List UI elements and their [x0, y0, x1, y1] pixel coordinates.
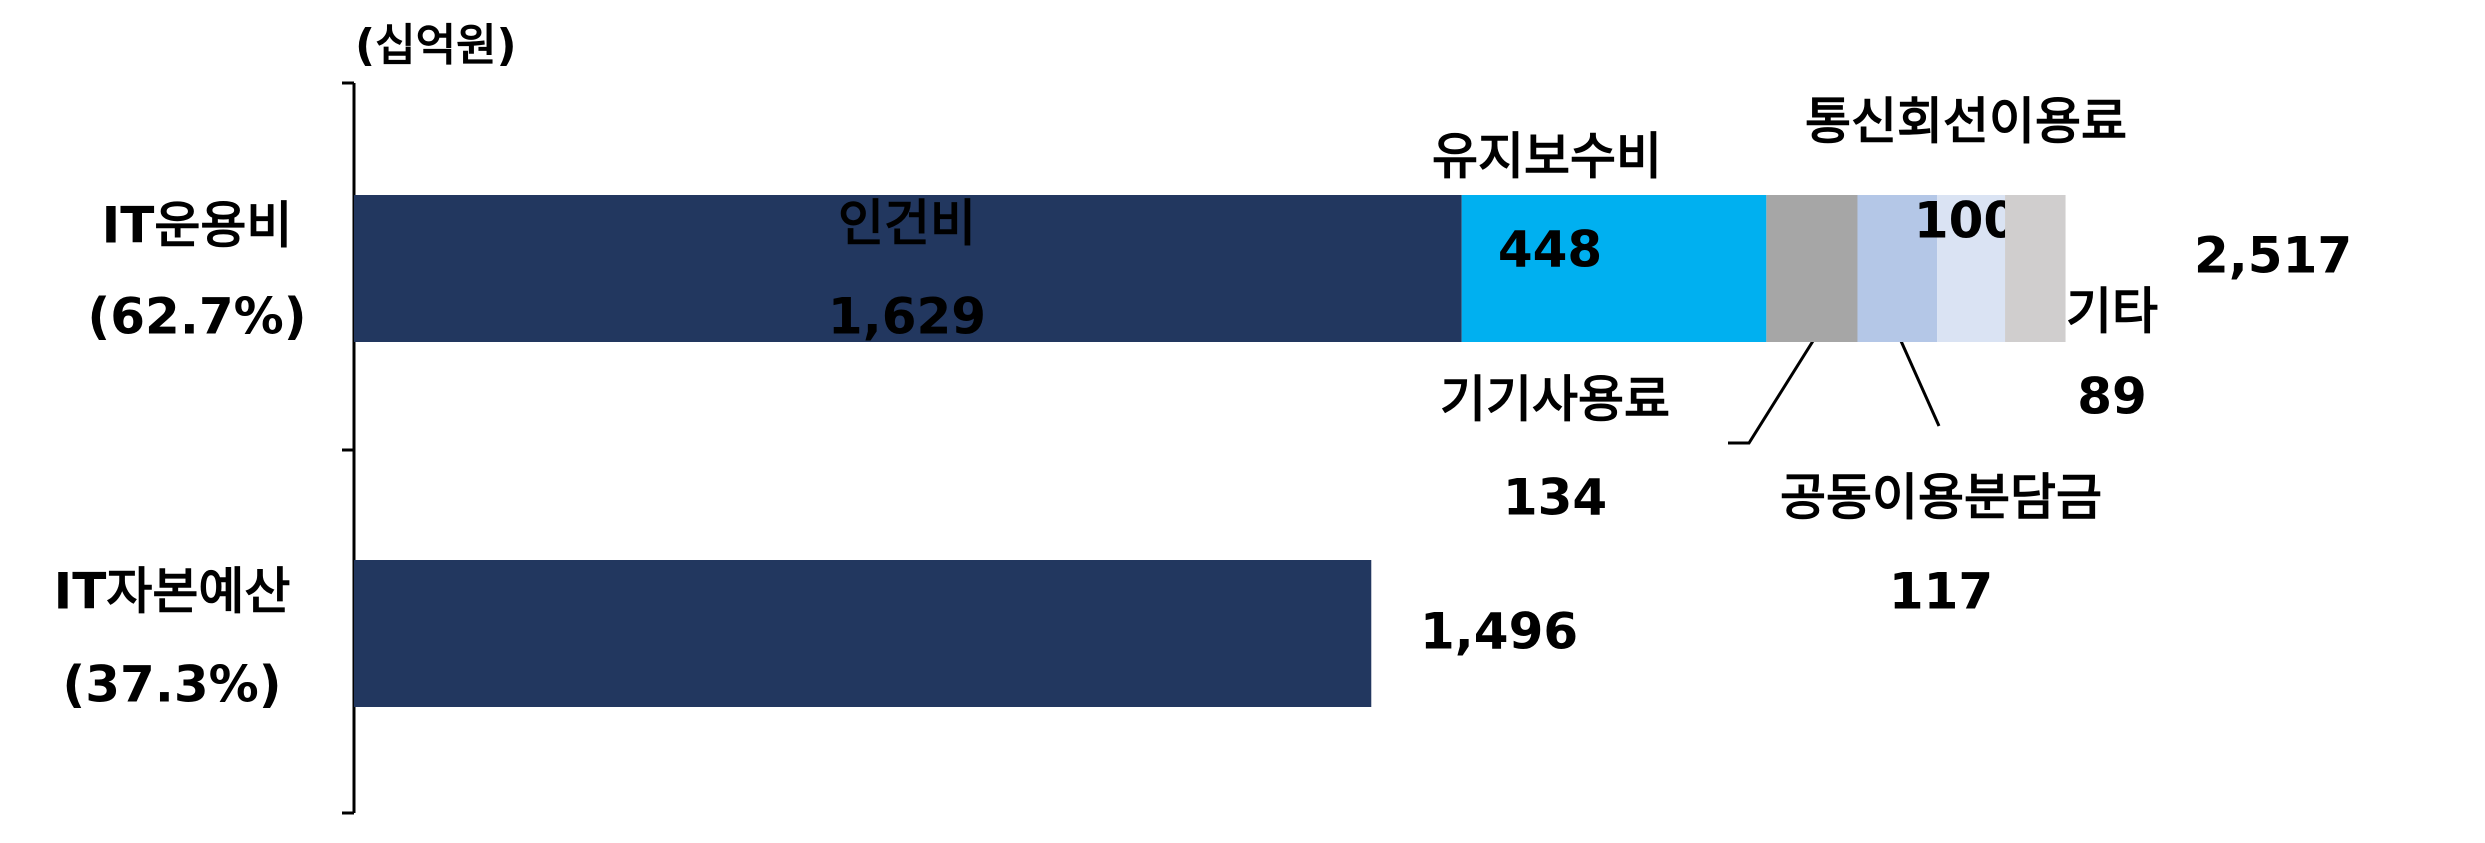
category-axis	[342, 81, 356, 815]
bar-segment	[1461, 195, 1767, 342]
unit-label: (십억원)	[355, 20, 517, 71]
segment-name: 인건비	[838, 195, 976, 253]
value-label: 100	[1914, 192, 2018, 250]
category-share: (62.7%)	[87, 288, 306, 346]
bar-segment	[1937, 195, 2006, 342]
category-label: IT운용비	[102, 197, 293, 255]
value-label: 1,629	[828, 288, 986, 346]
bar-segment	[1857, 195, 1938, 342]
value-label: 89	[2077, 368, 2147, 426]
category-label: IT자본예산	[54, 563, 291, 621]
leader-line	[1899, 340, 1941, 427]
value-label: 134	[1503, 469, 1607, 527]
bar-segment	[2005, 195, 2066, 342]
segment-name: 통신회선이용료	[1805, 93, 2127, 151]
category-share: (37.3%)	[62, 656, 281, 714]
segment-name: 공동이용분담금	[1780, 469, 2102, 527]
value-label: 117	[1889, 563, 1993, 621]
segment-name: 기타	[2066, 283, 2158, 341]
value-label: 448	[1498, 221, 1602, 279]
bar-segment	[1766, 195, 1858, 342]
bar-segment	[354, 560, 1372, 707]
segment-name: 기기사용료	[1440, 371, 1670, 429]
value-label: 1,496	[1420, 603, 1578, 661]
total-label: 2,517	[2194, 227, 2352, 285]
segment-name: 유지보수비	[1432, 128, 1662, 186]
bar-segment	[354, 195, 1462, 342]
leader-line	[1728, 340, 1815, 445]
